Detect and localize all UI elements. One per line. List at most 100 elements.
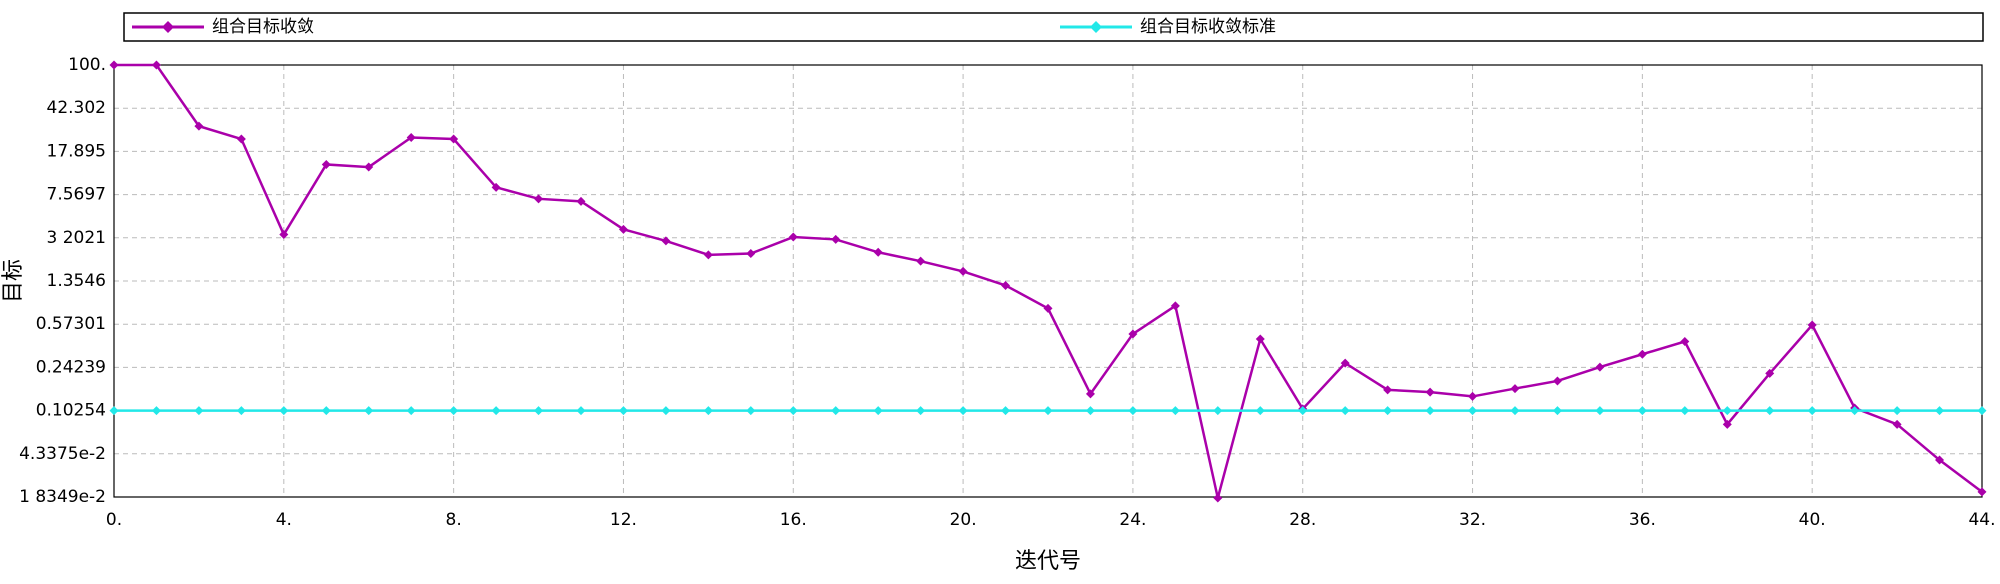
point-marker [279, 406, 289, 416]
point-marker [1340, 358, 1350, 368]
x-tick-label: 24. [1119, 510, 1146, 530]
point-marker [406, 406, 416, 416]
legend-marker [1090, 21, 1102, 33]
point-marker [194, 121, 204, 131]
point-marker [151, 60, 161, 70]
point-marker [1552, 376, 1562, 386]
point-marker [1680, 406, 1690, 416]
point-marker [1765, 368, 1775, 378]
point-marker [703, 250, 713, 260]
point-marker [1850, 406, 1860, 416]
point-marker [1383, 385, 1393, 395]
y-tick-label: 0.57301 [36, 314, 106, 334]
point-marker [1935, 455, 1945, 465]
point-marker [831, 234, 841, 244]
point-marker [364, 162, 374, 172]
point-marker [1255, 406, 1265, 416]
y-tick-label: 100. [68, 55, 106, 75]
point-marker [1213, 493, 1223, 503]
point-marker [1977, 487, 1987, 497]
point-marker [1468, 406, 1478, 416]
y-tick-label: 42.302 [47, 98, 106, 118]
point-marker [958, 266, 968, 276]
point-marker [151, 406, 161, 416]
x-axis-label: 迭代号 [1015, 549, 1081, 574]
point-marker [1637, 406, 1647, 416]
point-marker [618, 406, 628, 416]
plot-frame [113, 64, 1983, 498]
point-marker [109, 406, 119, 416]
point-marker [1425, 387, 1435, 397]
y-tick-label: 7.5697 [47, 185, 106, 205]
point-marker [1680, 337, 1690, 347]
point-marker [1255, 334, 1265, 344]
point-marker [194, 406, 204, 416]
point-marker [1935, 406, 1945, 416]
point-marker [491, 182, 501, 192]
point-marker [1722, 406, 1732, 416]
point-marker [788, 406, 798, 416]
point-marker [236, 134, 246, 144]
point-marker [1892, 419, 1902, 429]
legend-marker [162, 21, 174, 33]
point-marker [958, 406, 968, 416]
point-marker [491, 406, 501, 416]
point-marker [321, 159, 331, 169]
x-tick-label: 32. [1459, 510, 1486, 530]
y-tick-label: 0.10254 [36, 401, 106, 421]
point-marker [1552, 406, 1562, 416]
y-tick-label: 4.3375e-2 [19, 444, 106, 464]
point-marker [831, 406, 841, 416]
point-marker [1085, 389, 1095, 399]
point-marker [1001, 280, 1011, 290]
x-tick-label: 8. [446, 510, 462, 530]
point-marker [1637, 349, 1647, 359]
x-tick-label: 0. [106, 510, 122, 530]
point-marker [534, 194, 544, 204]
point-marker [1892, 406, 1902, 416]
legend-box [123, 12, 1984, 42]
point-marker [364, 406, 374, 416]
point-marker [661, 406, 671, 416]
legend-label: 组合目标收敛标准 [1140, 17, 1276, 37]
point-marker [1128, 406, 1138, 416]
point-marker [1765, 406, 1775, 416]
point-marker [746, 406, 756, 416]
x-tick-label: 40. [1799, 510, 1826, 530]
y-tick-label: 1.3546 [47, 271, 106, 291]
x-tick-label: 20. [950, 510, 977, 530]
point-marker [1977, 406, 1987, 416]
point-marker [406, 133, 416, 143]
point-marker [1298, 406, 1308, 416]
point-marker [1001, 406, 1011, 416]
point-marker [1128, 329, 1138, 339]
point-marker [1170, 301, 1180, 311]
point-marker [576, 196, 586, 206]
point-marker [1170, 406, 1180, 416]
point-marker [236, 406, 246, 416]
y-tick-label: 17.895 [47, 141, 106, 161]
point-marker [916, 406, 926, 416]
point-marker [1468, 391, 1478, 401]
point-marker [1722, 419, 1732, 429]
point-marker [534, 406, 544, 416]
point-marker [1085, 406, 1095, 416]
y-tick-label: 1 8349e-2 [19, 487, 106, 507]
point-marker [618, 224, 628, 234]
y-axis-label: 目标 [1, 259, 26, 303]
point-marker [916, 256, 926, 266]
point-marker [1043, 303, 1053, 313]
point-marker [1043, 406, 1053, 416]
point-marker [1425, 406, 1435, 416]
legend-label: 组合目标收敛 [212, 17, 314, 37]
point-marker [109, 60, 119, 70]
point-marker [873, 406, 883, 416]
x-tick-label: 36. [1629, 510, 1656, 530]
y-tick-label: 3 2021 [47, 228, 106, 248]
point-marker [1807, 320, 1817, 330]
point-marker [321, 406, 331, 416]
point-marker [1340, 406, 1350, 416]
point-marker [873, 247, 883, 257]
point-marker [449, 134, 459, 144]
